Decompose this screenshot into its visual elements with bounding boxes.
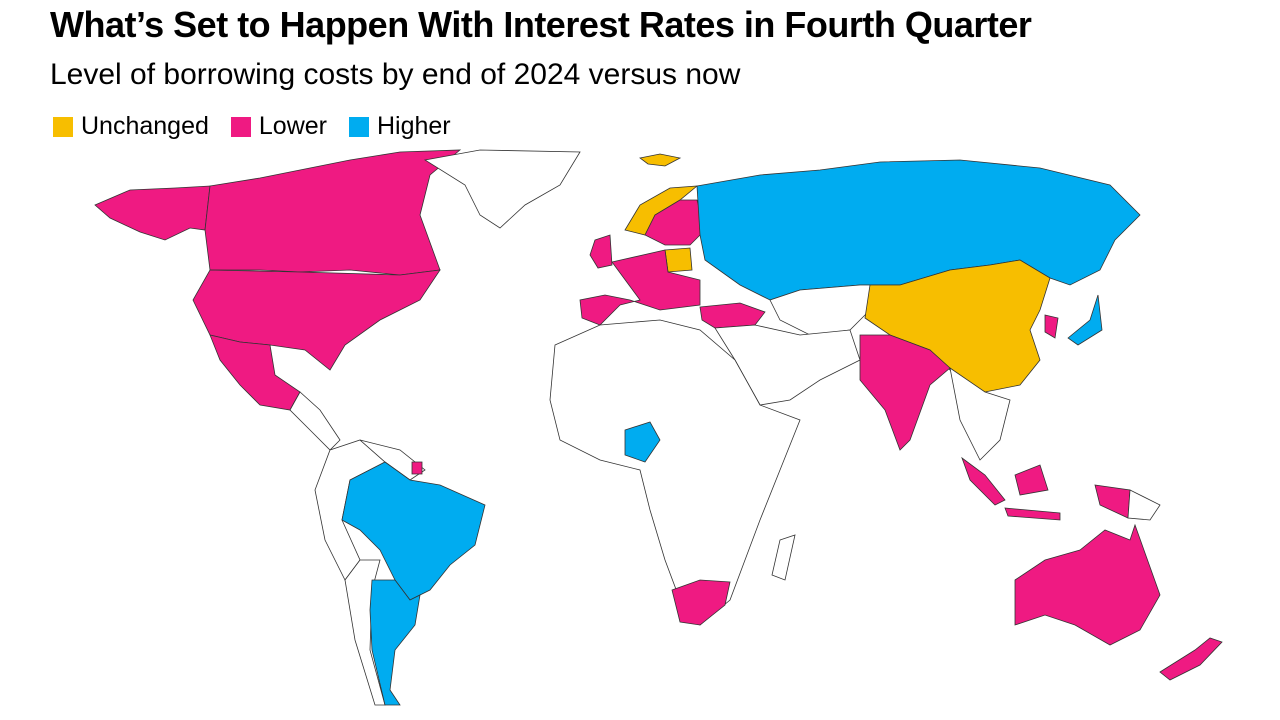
swatch xyxy=(230,116,251,137)
india xyxy=(859,334,951,451)
legend: Unchanged Lower Higher xyxy=(53,112,451,141)
turkey xyxy=(699,302,766,329)
indonesia xyxy=(961,456,1131,521)
legend-item: Unchanged xyxy=(53,112,209,141)
canada xyxy=(204,149,462,276)
venezuela-guianas xyxy=(359,439,426,481)
legend-item: Lower xyxy=(230,112,327,141)
swatch xyxy=(348,116,369,137)
southeast-asia xyxy=(949,367,1011,461)
brazil xyxy=(341,461,486,601)
svalbard xyxy=(639,153,682,167)
russia xyxy=(696,159,1141,301)
alaska xyxy=(94,185,211,241)
suriname xyxy=(411,461,423,475)
australia xyxy=(1014,523,1161,646)
madagascar xyxy=(771,534,796,581)
legend-label: Lower xyxy=(258,112,327,140)
greenland xyxy=(423,149,581,229)
title: What’s Set to Happen With Interest Rates… xyxy=(50,4,1032,45)
argentina xyxy=(369,579,421,706)
western-europe xyxy=(579,249,701,326)
legend-label: Higher xyxy=(376,112,451,140)
south-africa xyxy=(671,579,731,626)
japan xyxy=(1067,294,1103,346)
swatch xyxy=(53,116,73,137)
africa xyxy=(549,319,801,626)
poland xyxy=(664,247,693,273)
bolivia-chile xyxy=(344,559,386,706)
subtitle: Level of borrowing costs by end of 2024 … xyxy=(50,58,741,91)
central-america xyxy=(289,391,341,451)
new-zealand xyxy=(1159,637,1223,681)
legend-item: Higher xyxy=(348,112,451,141)
papua xyxy=(1127,489,1161,521)
korea xyxy=(1044,314,1059,339)
uk xyxy=(589,234,613,269)
nigeria xyxy=(624,421,661,463)
legend-label: Unchanged xyxy=(81,112,209,140)
